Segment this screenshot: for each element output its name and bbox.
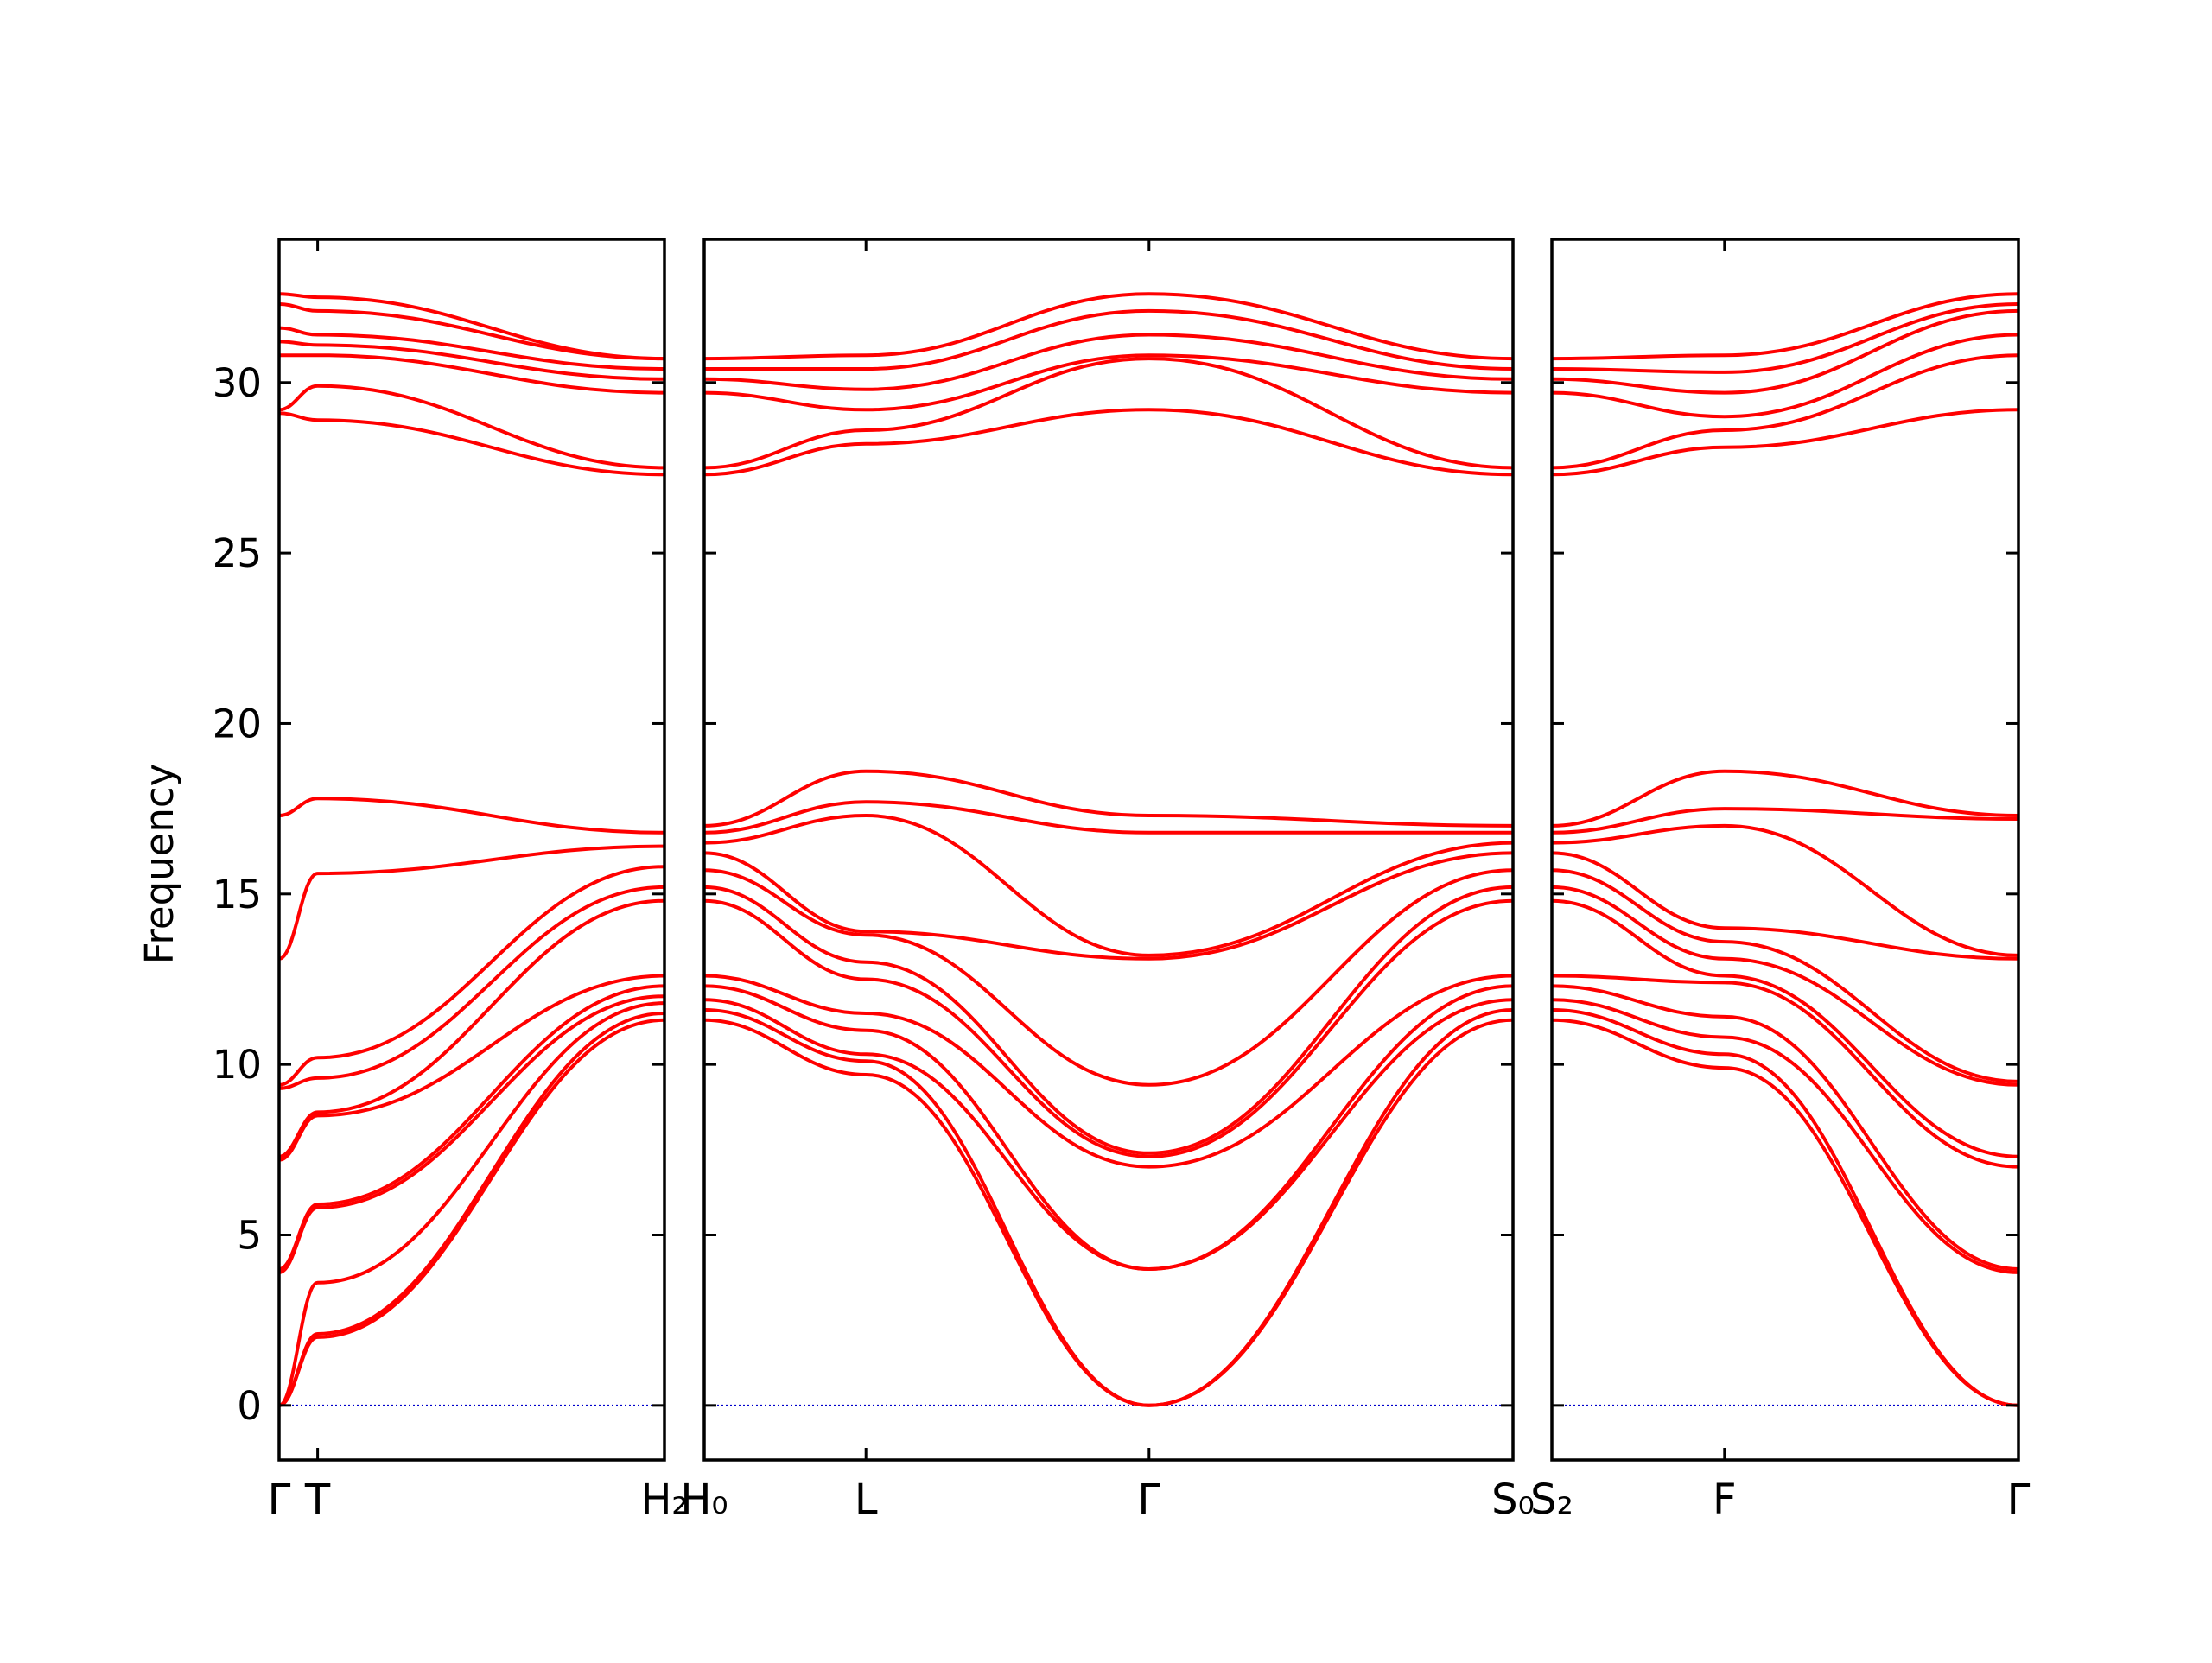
band-line-panel-1-9	[278, 865, 665, 1087]
band-line-panel-2-9	[703, 851, 1514, 961]
band-line-panel-3-6	[1551, 898, 2019, 1158]
band-line-panel-2-7	[703, 885, 1514, 1155]
x-tick-label: T	[304, 1476, 331, 1524]
band-line-panel-3-8	[1551, 868, 2019, 1083]
band-line-panel-3-9	[1551, 851, 2019, 961]
y-tick-label: 15	[213, 872, 262, 917]
band-line-panel-2-2	[703, 1008, 1514, 1407]
x-tick-label: Γ	[268, 1476, 291, 1524]
x-tick-label: S₀	[1491, 1476, 1535, 1524]
panel-frame-3	[1550, 238, 2020, 1462]
panel-frame-2	[702, 238, 1515, 1462]
x-tick-label: H₀	[680, 1476, 728, 1524]
band-line-panel-3-3	[1551, 998, 2019, 1274]
band-line-panel-3-16	[1551, 308, 2019, 395]
band-line-panel-2-6	[703, 898, 1514, 1158]
band-line-panel-3-12	[1551, 769, 2019, 828]
y-axis-label: Frequency	[137, 764, 182, 964]
band-line-panel-2-17	[704, 308, 1514, 371]
x-tick-label: H₂	[640, 1476, 688, 1524]
band-line-panel-1-15	[278, 340, 665, 381]
band-line-panel-2-13	[703, 408, 1514, 477]
x-tick-label: S₂	[1530, 1476, 1573, 1524]
panel-frame-1	[277, 238, 666, 1462]
band-line-panel-3-18	[1551, 292, 2019, 361]
band-line-panel-3-17	[1551, 302, 2019, 374]
band-line-panel-1-17	[278, 302, 665, 361]
band-line-panel-1-18	[278, 292, 665, 361]
band-line-panel-3-2	[1551, 1008, 2019, 1407]
band-line-panel-1-10	[278, 844, 665, 961]
band-line-panel-1-5	[278, 984, 665, 1271]
band-line-panel-2-18	[703, 292, 1514, 361]
band-line-panel-2-4	[703, 984, 1514, 1271]
band-line-panel-2-12	[703, 769, 1514, 828]
band-line-panel-1-13	[278, 384, 665, 470]
y-tick-label: 0	[237, 1383, 262, 1429]
y-tick-label: 20	[213, 701, 262, 746]
band-line-panel-2-10	[703, 814, 1514, 957]
band-line-panel-3-7	[1551, 885, 2019, 1087]
band-line-panel-2-3	[703, 998, 1514, 1271]
y-tick-label: 5	[237, 1213, 262, 1259]
band-line-panel-2-5	[703, 974, 1514, 1169]
band-line-panel-3-10	[1551, 823, 2019, 957]
band-line-panel-2-15	[703, 353, 1514, 412]
band-line-panel-3-1	[1551, 1018, 2019, 1407]
band-line-panel-2-16	[703, 333, 1514, 391]
band-line-panel-3-15	[1551, 333, 2019, 419]
band-line-panel-3-5	[1551, 974, 2019, 1169]
x-tick-label: F	[1713, 1476, 1737, 1524]
x-tick-label: Γ	[1137, 1476, 1160, 1524]
band-line-panel-1-2	[278, 1012, 665, 1407]
band-line-panel-3-11	[1551, 807, 2019, 835]
x-tick-label: L	[855, 1476, 878, 1524]
band-line-panel-2-8	[703, 868, 1514, 1087]
y-tick-label: 25	[213, 530, 262, 576]
band-line-panel-1-11	[278, 797, 665, 835]
x-tick-label: Γ	[2007, 1476, 2031, 1524]
band-line-panel-2-11	[703, 800, 1513, 835]
band-line-panel-1-6	[278, 974, 665, 1162]
band-line-panel-2-14	[703, 357, 1514, 470]
y-tick-label: 30	[213, 360, 262, 406]
band-line-panel-3-13	[1551, 408, 2019, 477]
band-line-panel-1-8	[278, 885, 665, 1090]
band-line-panel-1-7	[278, 898, 665, 1158]
band-line-panel-1-16	[278, 326, 665, 371]
y-tick-label: 10	[213, 1042, 262, 1088]
band-line-panel-1-14	[279, 353, 665, 395]
band-line-panel-1-12	[278, 411, 665, 477]
band-line-panel-3-14	[1551, 353, 2019, 470]
band-line-panel-1-3	[278, 1001, 665, 1407]
band-line-panel-3-4	[1551, 984, 2019, 1271]
